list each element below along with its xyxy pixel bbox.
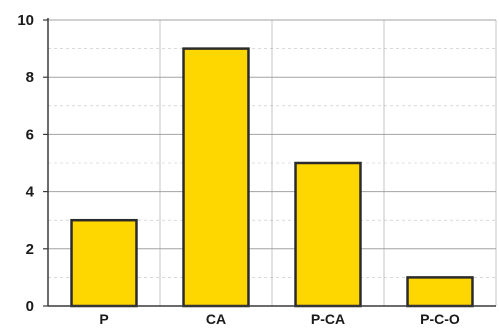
axis-layer bbox=[43, 18, 496, 307]
bar-layer bbox=[70, 47, 474, 308]
x-category-label: P bbox=[99, 311, 108, 327]
x-category-label: CA bbox=[206, 311, 226, 327]
y-tick-label: 2 bbox=[26, 241, 34, 258]
y-tick-label: 10 bbox=[17, 12, 34, 29]
x-category-label: P-C-O bbox=[420, 311, 460, 327]
bar-p-ca bbox=[294, 161, 362, 308]
y-tick-label: 8 bbox=[26, 69, 34, 86]
bar-p bbox=[70, 218, 138, 308]
bar-p-c-o bbox=[406, 276, 474, 308]
y-tick-label: 4 bbox=[26, 184, 35, 201]
y-tick-label: 6 bbox=[26, 126, 34, 143]
y-tick-label: 0 bbox=[26, 298, 34, 315]
bar-ca bbox=[182, 47, 250, 308]
x-category-label: P-CA bbox=[311, 311, 345, 327]
label-layer: 0 2 4 6 8 10 P CA P-CA P-C-O bbox=[17, 12, 460, 327]
